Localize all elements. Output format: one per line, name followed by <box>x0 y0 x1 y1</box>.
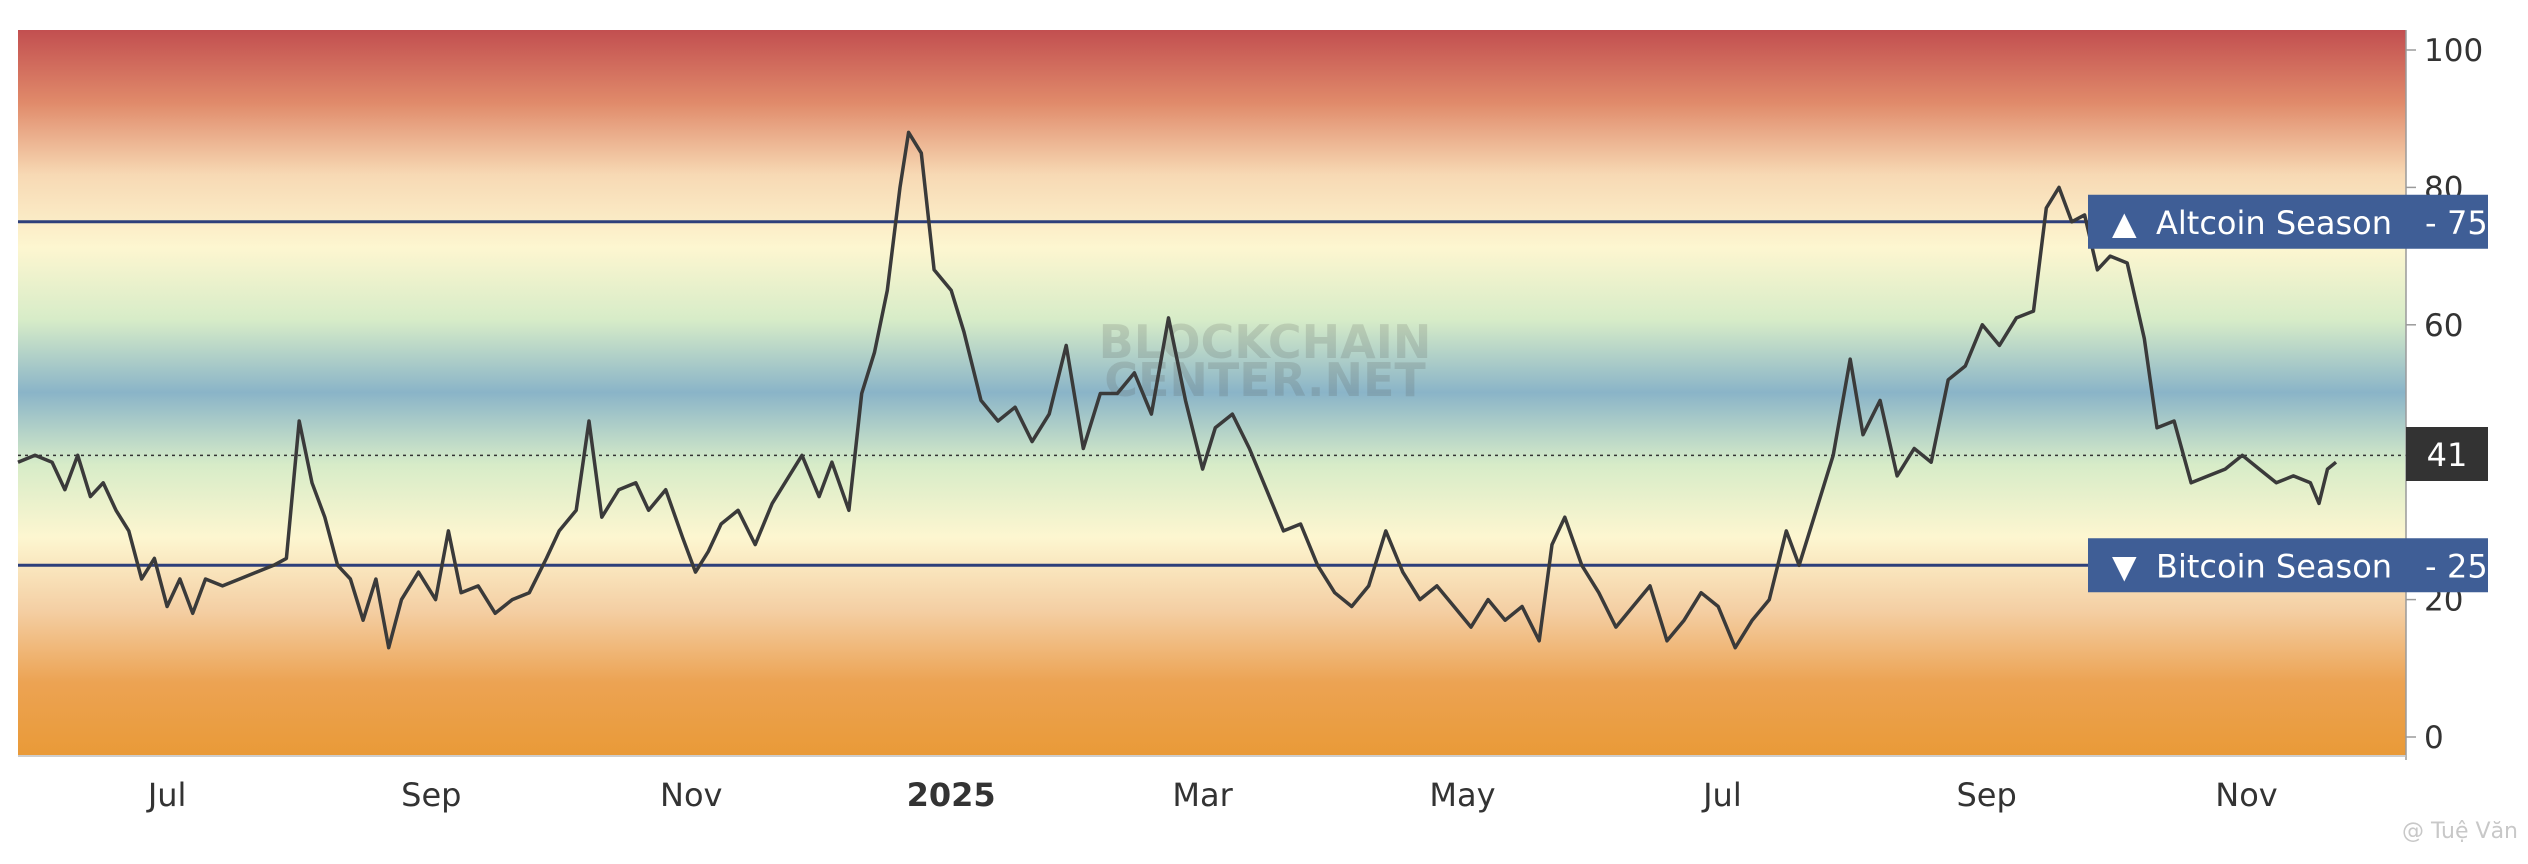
credit-watermark: @ Tuệ Văn <box>2402 819 2518 844</box>
x-tick-label: 2025 <box>907 776 996 814</box>
y-tick-label: 0 <box>2424 720 2444 756</box>
series-line-altcoin-index <box>17 130 2338 650</box>
threshold-badges: ▲ Altcoin Season -75▼ Bitcoin Season -25 <box>2088 194 2488 593</box>
threshold-badge-dash: - <box>2425 204 2437 242</box>
current-value-badge: 41 <box>2406 427 2488 481</box>
y-axis-ticks: 020406080100 <box>2406 33 2483 756</box>
y-tick-label: 100 <box>2424 33 2483 69</box>
current-value-label: 41 <box>2427 436 2468 474</box>
watermark-line1: BLOCKCHAIN <box>1099 315 1432 369</box>
threshold-badge-box <box>2088 538 2488 593</box>
threshold-badge-label: Bitcoin Season <box>2156 547 2392 585</box>
threshold-badge-box <box>2088 194 2488 249</box>
threshold-badge-label: Altcoin Season <box>2156 204 2392 242</box>
threshold-badge-value: 75 <box>2447 204 2488 242</box>
x-axis-ticks: Jul Sep Nov 2025 Mar May Jul Sep Nov <box>146 776 2278 814</box>
y-tick-label: 60 <box>2424 308 2463 344</box>
x-tick-label: Sep <box>401 776 461 814</box>
x-tick-label: Nov <box>2215 776 2277 814</box>
threshold-badge-dash: - <box>2425 547 2437 585</box>
x-tick-label: Jul <box>146 776 187 814</box>
x-tick-label: Jul <box>1701 776 1742 814</box>
threshold-badge-arrow: ▲ <box>2112 204 2137 242</box>
current-value-badge-box <box>2406 427 2488 481</box>
threshold-badge-arrow: ▼ <box>2112 547 2137 585</box>
threshold-badge-value: 25 <box>2447 547 2488 585</box>
x-tick-label: Sep <box>1956 776 2016 814</box>
threshold-lines <box>18 220 2406 567</box>
plot-background <box>18 30 2406 755</box>
watermark: BLOCKCHAIN CENTER.NET <box>1099 315 1432 407</box>
x-tick-label: May <box>1429 776 1495 814</box>
x-tick-label: Nov <box>660 776 722 814</box>
x-tick-label: Mar <box>1172 776 1233 814</box>
